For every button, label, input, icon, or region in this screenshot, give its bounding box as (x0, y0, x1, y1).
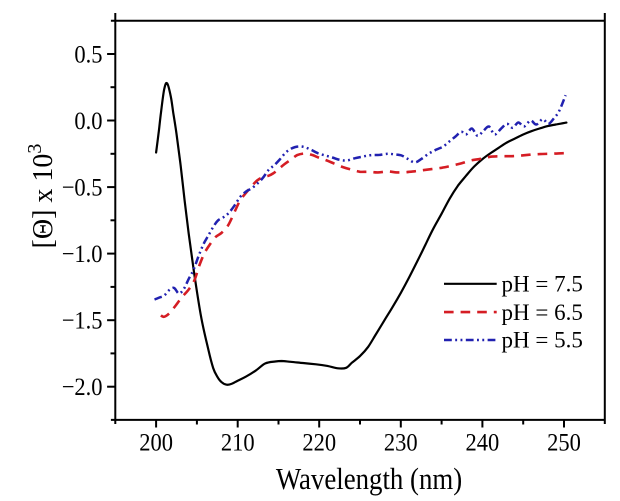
svg-text:[Θ] x 103: [Θ] x 103 (24, 144, 59, 249)
svg-text:−1.0: −1.0 (62, 241, 103, 268)
svg-text:240: 240 (466, 430, 500, 457)
svg-text:0.0: 0.0 (74, 108, 102, 135)
svg-text:0.5: 0.5 (74, 41, 102, 68)
svg-text:200: 200 (139, 430, 173, 457)
svg-text:250: 250 (547, 430, 581, 457)
svg-text:−1.5: −1.5 (62, 307, 103, 334)
svg-text:210: 210 (221, 430, 255, 457)
svg-text:pH = 7.5: pH = 7.5 (502, 272, 583, 297)
svg-text:pH = 5.5: pH = 5.5 (502, 328, 583, 353)
svg-text:220: 220 (302, 430, 336, 457)
svg-text:pH = 6.5: pH = 6.5 (502, 300, 583, 325)
svg-text:−0.5: −0.5 (62, 174, 103, 201)
svg-text:Wavelength (nm): Wavelength (nm) (276, 462, 462, 496)
svg-text:−2.0: −2.0 (62, 374, 103, 401)
svg-text:230: 230 (384, 430, 418, 457)
